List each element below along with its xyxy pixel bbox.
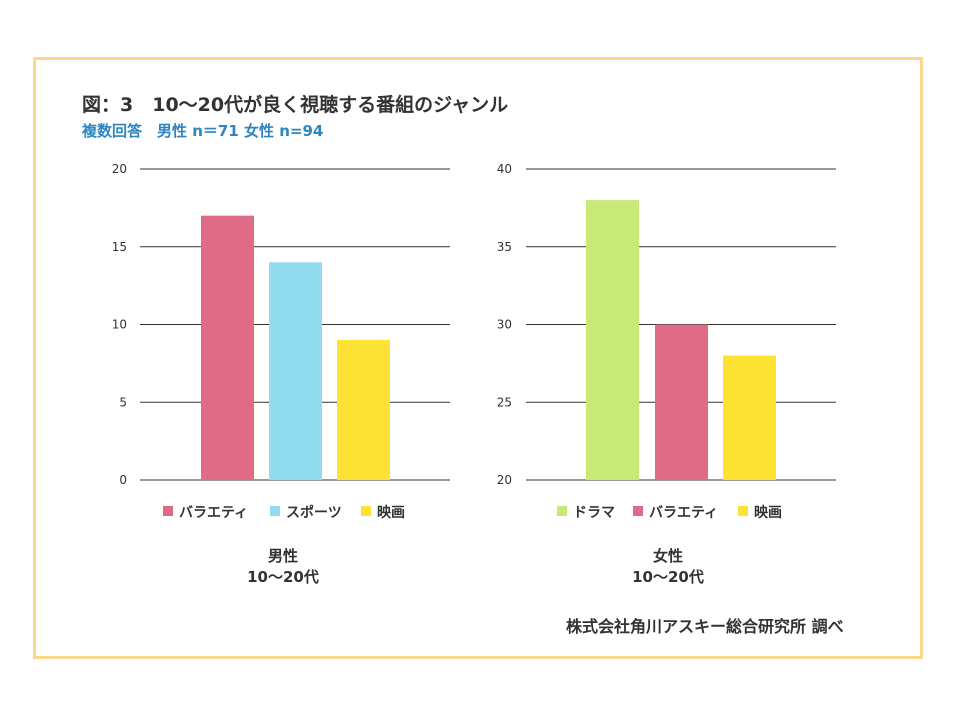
bar-3 bbox=[723, 355, 776, 480]
legend-swatch bbox=[270, 506, 280, 516]
legend-label: ドラマ bbox=[573, 505, 615, 521]
bar-2 bbox=[655, 324, 708, 480]
bar-2 bbox=[269, 262, 322, 480]
legend-swatch bbox=[361, 506, 371, 516]
legend-label: バラエティ bbox=[649, 505, 718, 521]
credit-text: 株式会社角川アスキー総合研究所 調べ bbox=[566, 617, 844, 636]
y-tick-label: 15 bbox=[112, 240, 127, 254]
y-tick-label: 20 bbox=[497, 473, 512, 487]
bar-1 bbox=[586, 200, 639, 480]
legend-label: 映画 bbox=[754, 505, 782, 521]
y-tick-label: 0 bbox=[119, 473, 127, 487]
female-caption-line2: 10～20代 bbox=[632, 568, 704, 586]
chart-title: 図：3 10～20代が良く視聴する番組のジャンル bbox=[82, 94, 509, 116]
male-chart: 0 5 10 15 20 バラエティ スポーツ 映画 bbox=[112, 162, 450, 521]
y-tick-label: 20 bbox=[112, 162, 127, 176]
y-tick-label: 10 bbox=[112, 318, 127, 332]
legend-label: 映画 bbox=[377, 505, 405, 521]
bar-1 bbox=[201, 215, 254, 480]
y-tick-label: 30 bbox=[497, 318, 512, 332]
legend-swatch bbox=[557, 506, 567, 516]
bar-3 bbox=[337, 340, 390, 480]
legend-swatch bbox=[633, 506, 643, 516]
male-caption-line1: 男性 bbox=[267, 547, 298, 565]
female-caption: 女性 10～20代 bbox=[568, 546, 768, 588]
y-tick-label: 35 bbox=[497, 240, 512, 254]
y-tick-label: 40 bbox=[497, 162, 512, 176]
legend-swatch bbox=[738, 506, 748, 516]
chart-subtitle: 複数回答 男性 n＝71 女性 n=94 bbox=[82, 122, 324, 140]
male-caption-line2: 10～20代 bbox=[247, 568, 319, 586]
y-tick-label: 5 bbox=[119, 395, 127, 409]
female-caption-line1: 女性 bbox=[652, 547, 683, 565]
male-caption: 男性 10～20代 bbox=[183, 546, 383, 588]
legend-swatch bbox=[163, 506, 173, 516]
y-tick-label: 25 bbox=[497, 395, 512, 409]
female-chart: 20 25 30 35 40 ドラマ バラエティ 映画 bbox=[497, 162, 836, 521]
legend-label: スポーツ bbox=[286, 504, 342, 521]
legend-label: バラエティ bbox=[179, 505, 248, 521]
